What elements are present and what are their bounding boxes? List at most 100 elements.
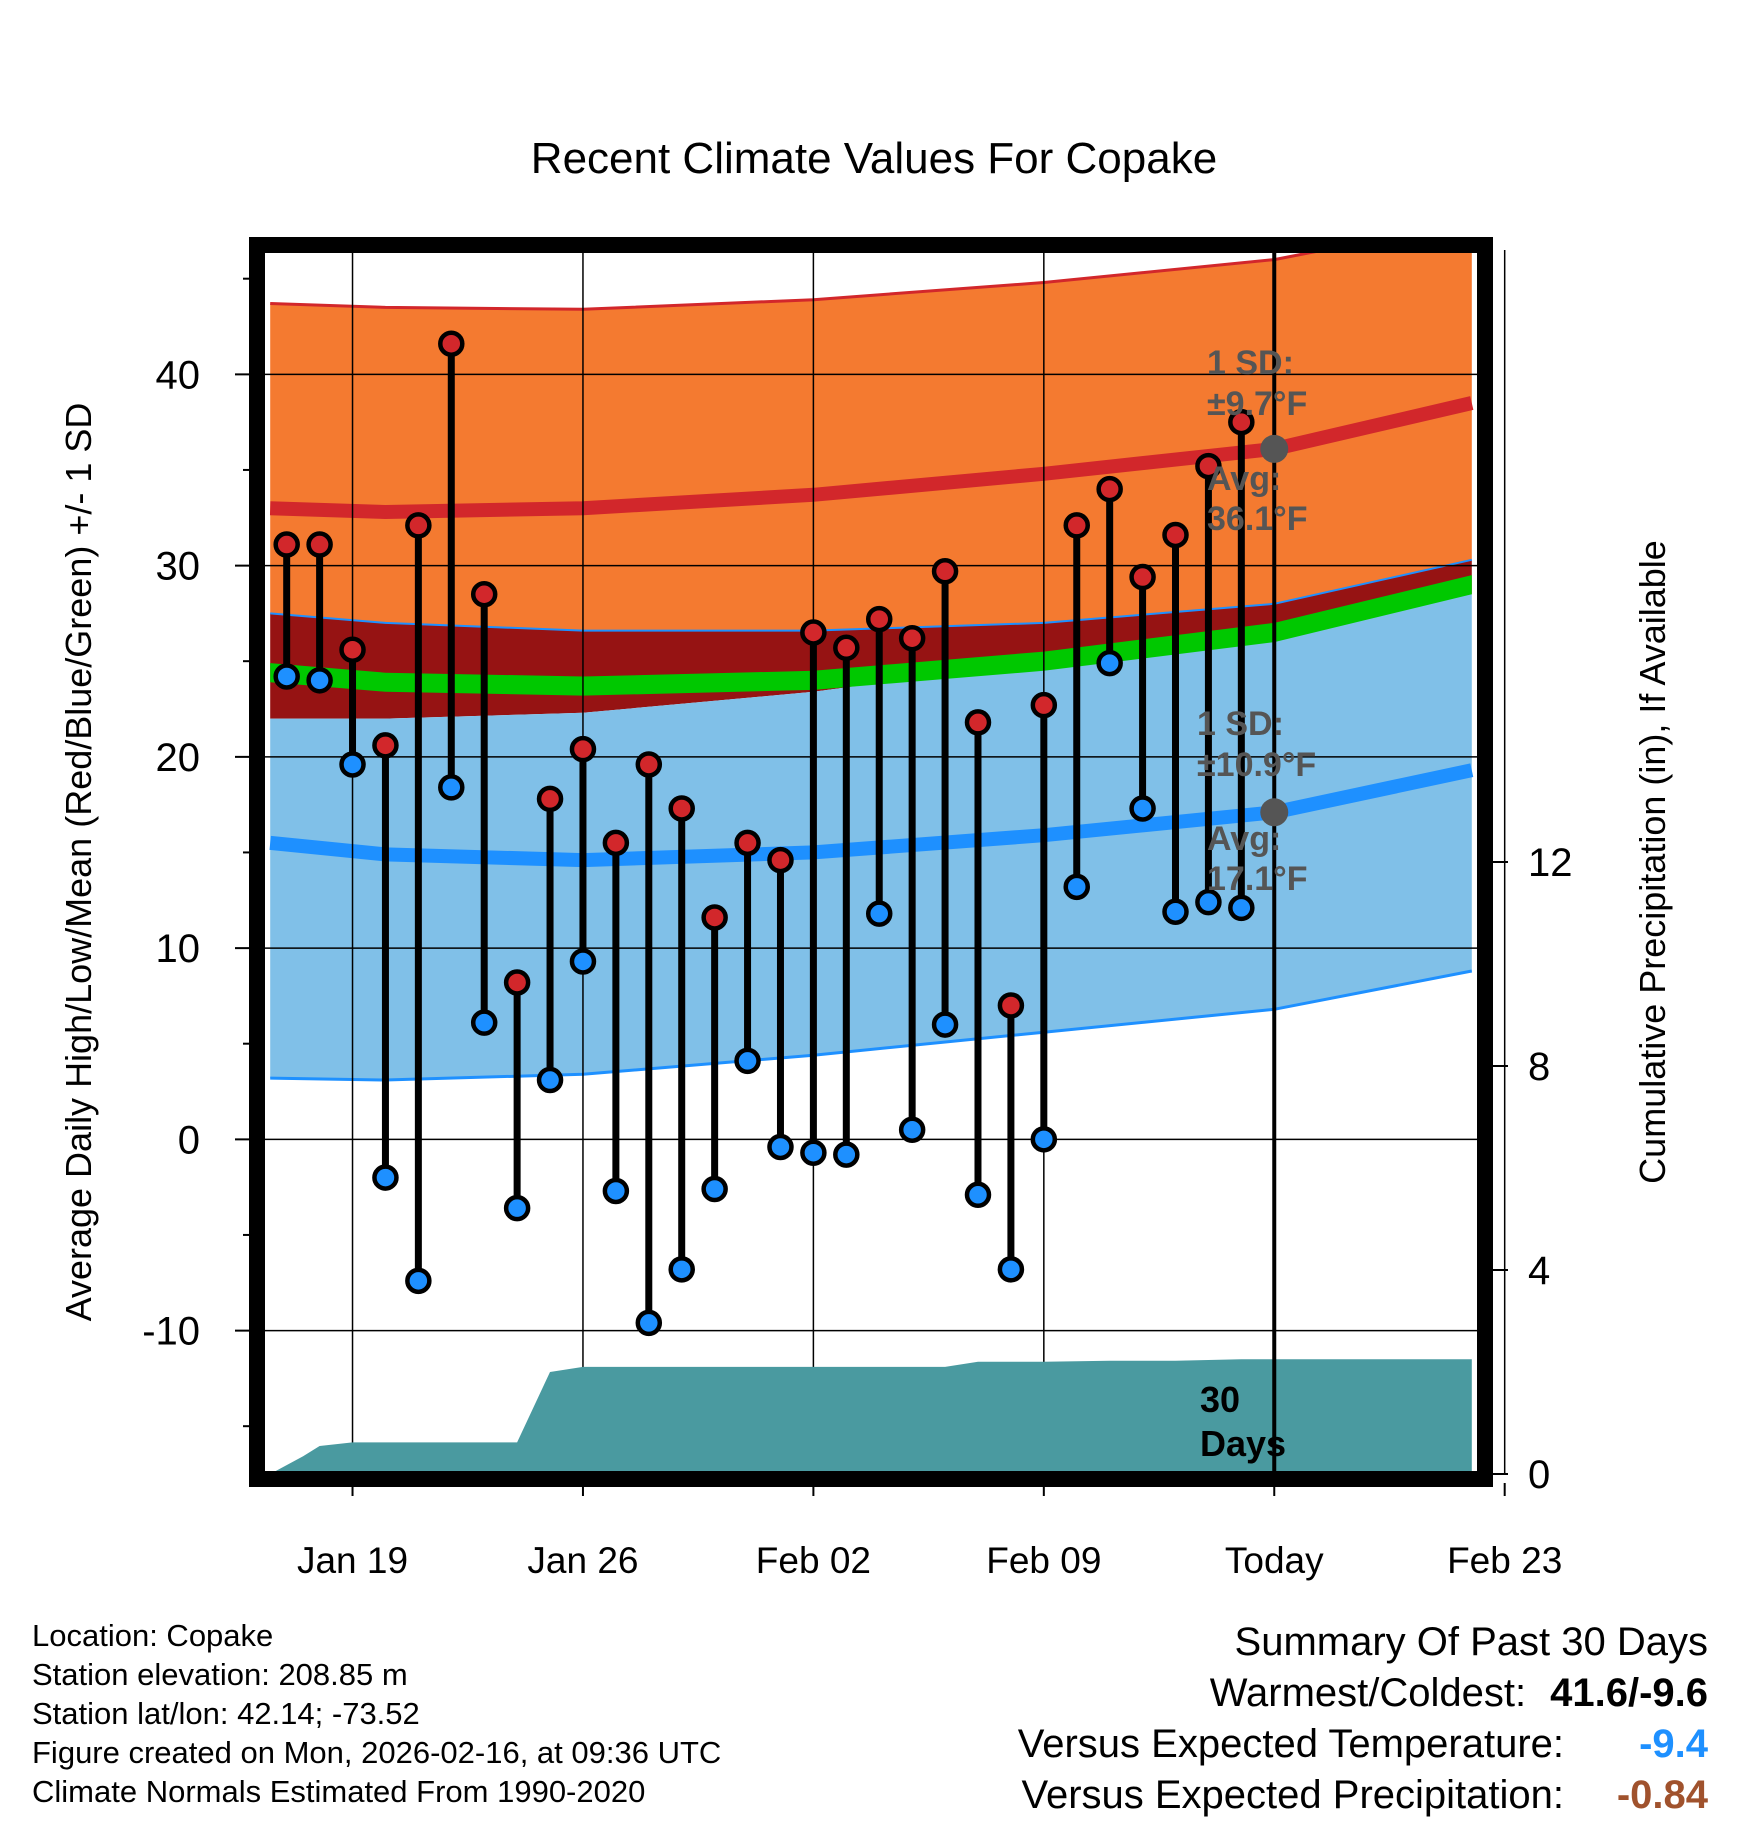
days-label-number: 30 bbox=[1200, 1379, 1240, 1420]
footer-created: Figure created on Mon, 2026-02-16, at 09… bbox=[32, 1735, 722, 1770]
high-sd-label: 1 SD: bbox=[1207, 344, 1294, 382]
daily-high-point bbox=[339, 636, 366, 663]
daily-high-point bbox=[767, 846, 794, 874]
daily-high-point bbox=[898, 624, 926, 652]
daily-high-point bbox=[1030, 691, 1058, 719]
y2-tick-label: 12 bbox=[1528, 841, 1573, 885]
y-axis-title: Average Daily High/Low/Mean (Red/Blue/Gr… bbox=[58, 403, 99, 1322]
footer-elevation: Station elevation: 208.85 m bbox=[32, 1657, 408, 1692]
daily-high-point bbox=[1228, 408, 1255, 436]
daily-low-point bbox=[668, 1256, 695, 1283]
daily-high-point bbox=[1162, 521, 1189, 549]
footer-latlon: Station lat/lon: 42.14; -73.52 bbox=[32, 1696, 420, 1731]
low-sd-value: ±10.9°F bbox=[1197, 746, 1316, 784]
daily-high-point bbox=[569, 735, 597, 763]
daily-high-point bbox=[503, 969, 531, 996]
plot-frame bbox=[249, 237, 1493, 1487]
daily-low-point bbox=[470, 1009, 498, 1036]
y-tick-label: 10 bbox=[156, 927, 201, 971]
daily-low-point bbox=[1129, 795, 1156, 822]
footer-normals: Climate Normals Estimated From 1990-2020 bbox=[32, 1774, 646, 1809]
daily-low-point bbox=[339, 751, 366, 778]
summary-temp-value: -9.4 bbox=[1639, 1722, 1708, 1766]
precipitation-area bbox=[270, 1359, 1472, 1474]
daily-low-point bbox=[1063, 873, 1090, 901]
y2-tick-label: 8 bbox=[1528, 1045, 1550, 1089]
today-high-average-marker bbox=[1260, 434, 1289, 463]
summary-precip-value: -0.84 bbox=[1616, 1773, 1708, 1817]
x-tick-label: Jan 26 bbox=[527, 1540, 638, 1581]
mean-band bbox=[270, 575, 1472, 696]
daily-high-point bbox=[405, 512, 432, 539]
daily-low-point bbox=[997, 1256, 1025, 1283]
daily-low-point bbox=[273, 663, 300, 690]
daily-low-point bbox=[1195, 888, 1222, 916]
y-tick-label: 40 bbox=[156, 353, 201, 397]
daily-high-point bbox=[997, 992, 1025, 1019]
y-tick-label: 0 bbox=[178, 1118, 200, 1162]
daily-high-point bbox=[734, 829, 761, 857]
low-avg-value: 17.1°F bbox=[1207, 860, 1308, 898]
daily-high-point bbox=[931, 558, 959, 585]
climate-chart: Recent Climate Values For Copake 1 SD:±9… bbox=[58, 134, 1673, 1581]
daily-high-point bbox=[668, 795, 695, 822]
daily-high-point bbox=[438, 330, 465, 357]
daily-low-point bbox=[438, 774, 465, 801]
daily-low-point bbox=[306, 667, 333, 694]
daily-low-point bbox=[503, 1194, 531, 1222]
daily-high-point bbox=[306, 531, 333, 558]
y2-axis-title: Cumulative Precipitation (in), If Availa… bbox=[1632, 540, 1673, 1184]
high-sd-value: ±9.7°F bbox=[1207, 385, 1307, 423]
daily-high-point bbox=[1195, 452, 1222, 480]
daily-low-point bbox=[602, 1177, 630, 1205]
summary-warmest-value: 41.6/-9.6 bbox=[1550, 1671, 1708, 1715]
daily-low-point bbox=[833, 1141, 860, 1168]
daily-low-point bbox=[964, 1181, 992, 1209]
y-tick-label: 20 bbox=[156, 736, 201, 780]
footer-location: Location: Copake bbox=[32, 1618, 274, 1653]
daily-low-point bbox=[1162, 898, 1189, 925]
daily-high-point bbox=[701, 904, 728, 931]
summary-temp-row: Versus Expected Temperature: -9.4 bbox=[1018, 1719, 1708, 1770]
summary-warmest-row: Warmest/Coldest: 41.6/-9.6 bbox=[1210, 1668, 1708, 1719]
daily-high-point bbox=[964, 709, 992, 736]
daily-low-point bbox=[536, 1066, 564, 1094]
daily-low-point bbox=[898, 1116, 926, 1143]
x-tick-label: Feb 23 bbox=[1447, 1540, 1562, 1581]
summary-heading: Summary Of Past 30 Days bbox=[1234, 1620, 1708, 1664]
daily-low-point bbox=[865, 900, 893, 927]
y-tick-label: -10 bbox=[142, 1310, 200, 1354]
high-avg-label: Avg: bbox=[1207, 460, 1281, 498]
x-tick-label: Jan 19 bbox=[297, 1540, 408, 1581]
daily-high-point bbox=[635, 751, 663, 778]
x-tick-label: Today bbox=[1225, 1540, 1324, 1581]
low-sd-label: 1 SD: bbox=[1197, 705, 1284, 743]
daily-high-point bbox=[602, 829, 630, 857]
daily-low-point bbox=[1096, 649, 1123, 677]
summary-precip-label: Versus Expected Precipitation: bbox=[1021, 1773, 1564, 1817]
summary-warmest-label: Warmest/Coldest: bbox=[1209, 1671, 1527, 1715]
x-tick-label: Feb 09 bbox=[986, 1540, 1101, 1581]
daily-low-point bbox=[734, 1047, 761, 1075]
summary-precip-row: Versus Expected Precipitation: -0.84 bbox=[1021, 1770, 1708, 1821]
daily-low-point bbox=[1030, 1126, 1058, 1153]
daily-high-point bbox=[1129, 563, 1156, 591]
daily-low-point bbox=[569, 948, 597, 975]
daily-low-point bbox=[931, 1011, 959, 1038]
daily-low-point bbox=[1228, 894, 1255, 922]
daily-high-point bbox=[470, 581, 498, 608]
daily-low-point bbox=[405, 1267, 432, 1295]
daily-low-point bbox=[767, 1133, 794, 1161]
daily-high-point bbox=[865, 605, 893, 633]
high-avg-value: 36.1°F bbox=[1207, 500, 1308, 538]
y2-tick-label: 0 bbox=[1528, 1453, 1550, 1497]
daily-low-point bbox=[800, 1139, 827, 1166]
daily-high-point bbox=[273, 531, 300, 558]
daily-low-point bbox=[372, 1164, 399, 1191]
y-tick-label: 30 bbox=[156, 545, 201, 589]
x-tick-label: Feb 02 bbox=[756, 1540, 871, 1581]
daily-high-point bbox=[800, 619, 827, 646]
daily-high-point bbox=[536, 785, 564, 813]
daily-high-point bbox=[1063, 512, 1090, 539]
today-low-average-marker bbox=[1260, 798, 1289, 827]
